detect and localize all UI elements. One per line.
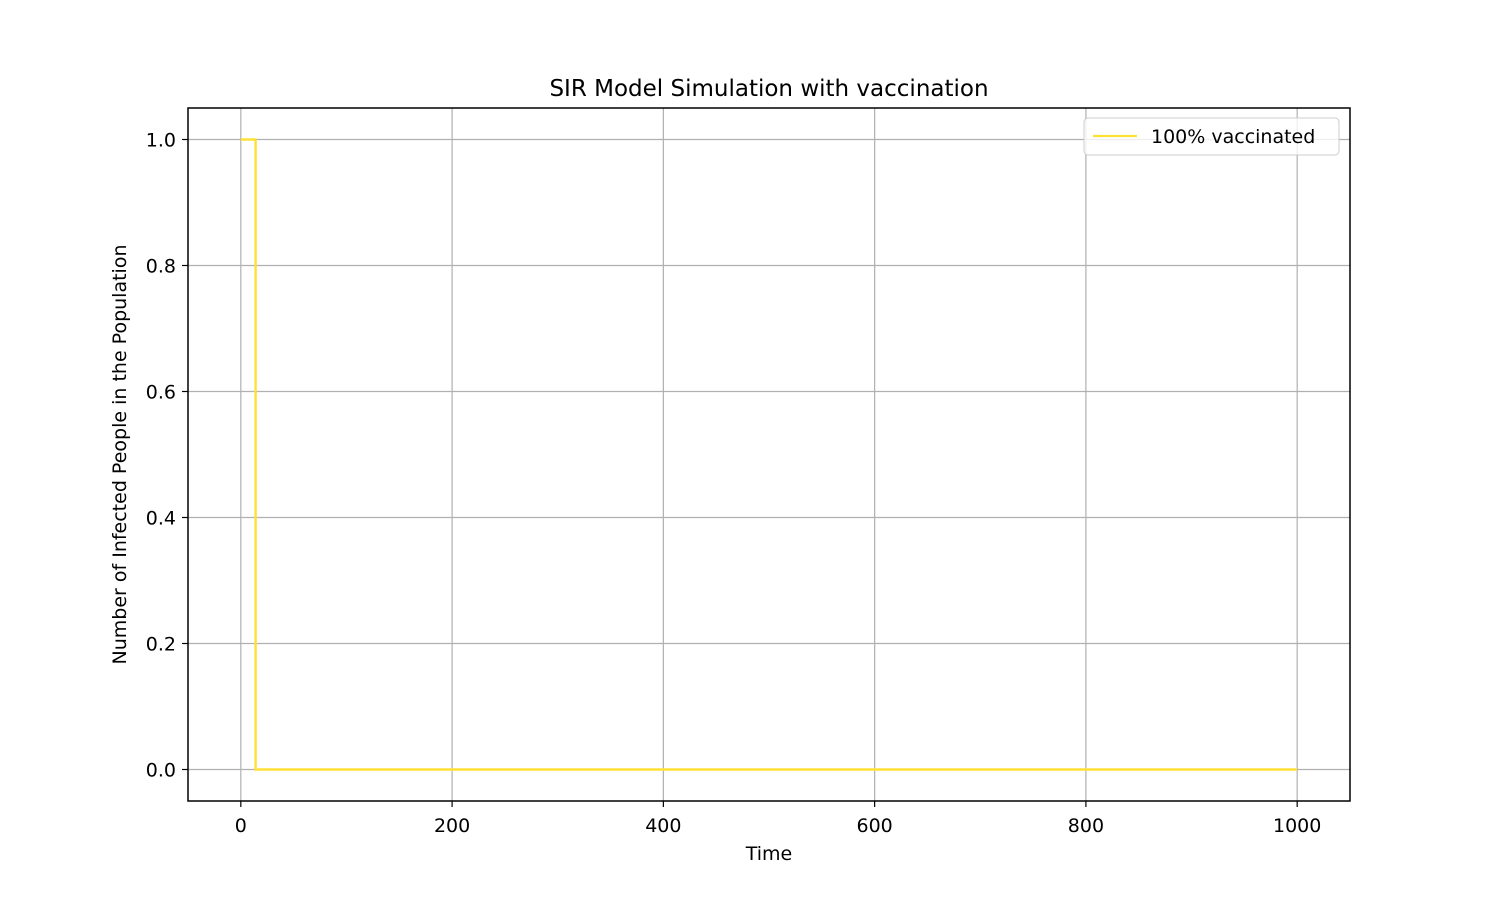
x-tick-label: 800 [1068,815,1104,837]
x-axis-ticks: 0 200 400 600 800 1000 [235,801,1321,837]
y-tick-label: 1.0 [146,130,176,152]
plot-area-frame [187,107,1351,802]
x-axis-label: Time [745,843,793,865]
x-tick-label: 0 [235,815,247,837]
legend-entry-label: 100% vaccinated [1151,126,1315,148]
y-axis-label: Number of Infected People in the Populat… [109,245,131,665]
x-tick-label: 400 [645,815,681,837]
y-tick-label: 0.6 [146,382,176,404]
x-tick-label: 1000 [1273,815,1321,837]
x-tick-label: 600 [857,815,893,837]
legend: 100% vaccinated [1083,117,1340,156]
legend-box [1083,117,1340,156]
y-tick-label: 0.0 [146,760,176,782]
chart-title: SIR Model Simulation with vaccination [549,76,988,102]
y-tick-label: 0.2 [146,634,176,656]
y-tick-label: 0.8 [146,256,176,278]
series-line-0 [240,138,1298,771]
y-tick-label: 0.4 [146,508,176,530]
series-lines [240,138,1298,771]
y-axis-ticks: 0.0 0.2 0.4 0.6 0.8 1.0 [146,130,188,782]
x-tick-label: 200 [434,815,470,837]
